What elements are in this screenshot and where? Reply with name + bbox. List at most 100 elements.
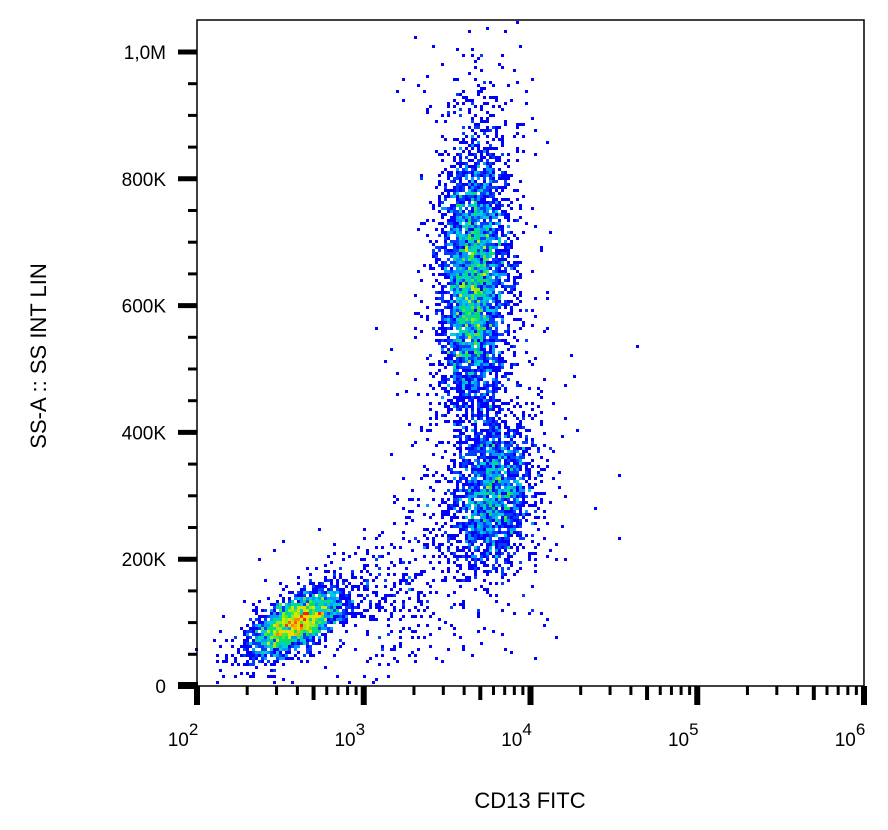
event-dot	[477, 84, 480, 87]
event-dot	[468, 399, 471, 402]
event-dot	[471, 450, 474, 453]
event-dot	[459, 156, 462, 159]
event-dot	[516, 489, 519, 492]
event-dot	[450, 606, 453, 609]
event-dot	[492, 543, 495, 546]
event-dot	[318, 585, 321, 588]
event-dot	[531, 465, 534, 468]
event-dot	[492, 297, 495, 300]
event-dot	[462, 507, 465, 510]
event-dot	[453, 402, 456, 405]
event-dot	[456, 318, 459, 321]
event-dot	[474, 66, 477, 69]
event-dot	[498, 555, 501, 558]
event-dot	[486, 351, 489, 354]
event-dot	[456, 384, 459, 387]
event-dot	[480, 438, 483, 441]
event-dot	[486, 174, 489, 177]
event-dot	[444, 621, 447, 624]
event-dot	[477, 333, 480, 336]
event-dot	[303, 627, 306, 630]
event-dot	[504, 423, 507, 426]
event-dot	[489, 465, 492, 468]
event-dot	[270, 633, 273, 636]
event-dot	[483, 429, 486, 432]
event-dot	[510, 291, 513, 294]
event-dot	[477, 141, 480, 144]
event-dot	[489, 327, 492, 330]
event-dot	[444, 231, 447, 234]
event-dot	[459, 252, 462, 255]
event-dot	[462, 174, 465, 177]
event-dot	[486, 102, 489, 105]
event-dot	[477, 558, 480, 561]
event-dot	[498, 201, 501, 204]
event-dot	[468, 171, 471, 174]
event-dot	[489, 189, 492, 192]
event-dot	[498, 411, 501, 414]
event-dot	[495, 411, 498, 414]
x-tick-label: 106	[835, 720, 866, 751]
event-dot	[282, 615, 285, 618]
event-dot	[471, 288, 474, 291]
event-dot	[477, 357, 480, 360]
event-dot	[447, 177, 450, 180]
event-dot	[504, 372, 507, 375]
event-dot	[474, 333, 477, 336]
event-dot	[453, 306, 456, 309]
event-dot	[453, 186, 456, 189]
event-dot	[471, 207, 474, 210]
event-dot	[480, 414, 483, 417]
event-dot	[441, 288, 444, 291]
event-dot	[462, 234, 465, 237]
event-dot	[492, 465, 495, 468]
event-dot	[375, 576, 378, 579]
event-dot	[477, 336, 480, 339]
event-dot	[504, 390, 507, 393]
event-dot	[432, 543, 435, 546]
event-dot	[378, 555, 381, 558]
event-dot	[474, 360, 477, 363]
event-dot	[291, 612, 294, 615]
event-dot	[486, 165, 489, 168]
event-dot	[282, 657, 285, 660]
event-dot	[501, 525, 504, 528]
event-dot	[495, 519, 498, 522]
event-dot	[288, 636, 291, 639]
event-dot	[363, 585, 366, 588]
event-dot	[525, 309, 528, 312]
event-dot	[441, 261, 444, 264]
event-dot	[462, 645, 465, 648]
event-dot	[273, 660, 276, 663]
event-dot	[462, 522, 465, 525]
event-dot	[468, 309, 471, 312]
event-dot	[471, 303, 474, 306]
event-dot	[480, 372, 483, 375]
event-dot	[477, 534, 480, 537]
event-dot	[483, 510, 486, 513]
event-dot	[468, 213, 471, 216]
event-dot	[303, 600, 306, 603]
event-dot	[447, 174, 450, 177]
event-dot	[504, 426, 507, 429]
event-dot	[501, 474, 504, 477]
event-dot	[450, 252, 453, 255]
event-dot	[456, 339, 459, 342]
event-dot	[486, 588, 489, 591]
event-dot	[477, 276, 480, 279]
event-dot	[513, 531, 516, 534]
event-dot	[339, 576, 342, 579]
event-dot	[522, 477, 525, 480]
event-dot	[516, 426, 519, 429]
event-dot	[501, 504, 504, 507]
event-dot	[447, 378, 450, 381]
event-dot	[342, 612, 345, 615]
event-dot	[474, 228, 477, 231]
event-dot	[264, 642, 267, 645]
event-dot	[459, 360, 462, 363]
event-dot	[453, 576, 456, 579]
event-dot	[450, 216, 453, 219]
event-dot	[471, 408, 474, 411]
event-dot	[486, 387, 489, 390]
event-dot	[456, 321, 459, 324]
